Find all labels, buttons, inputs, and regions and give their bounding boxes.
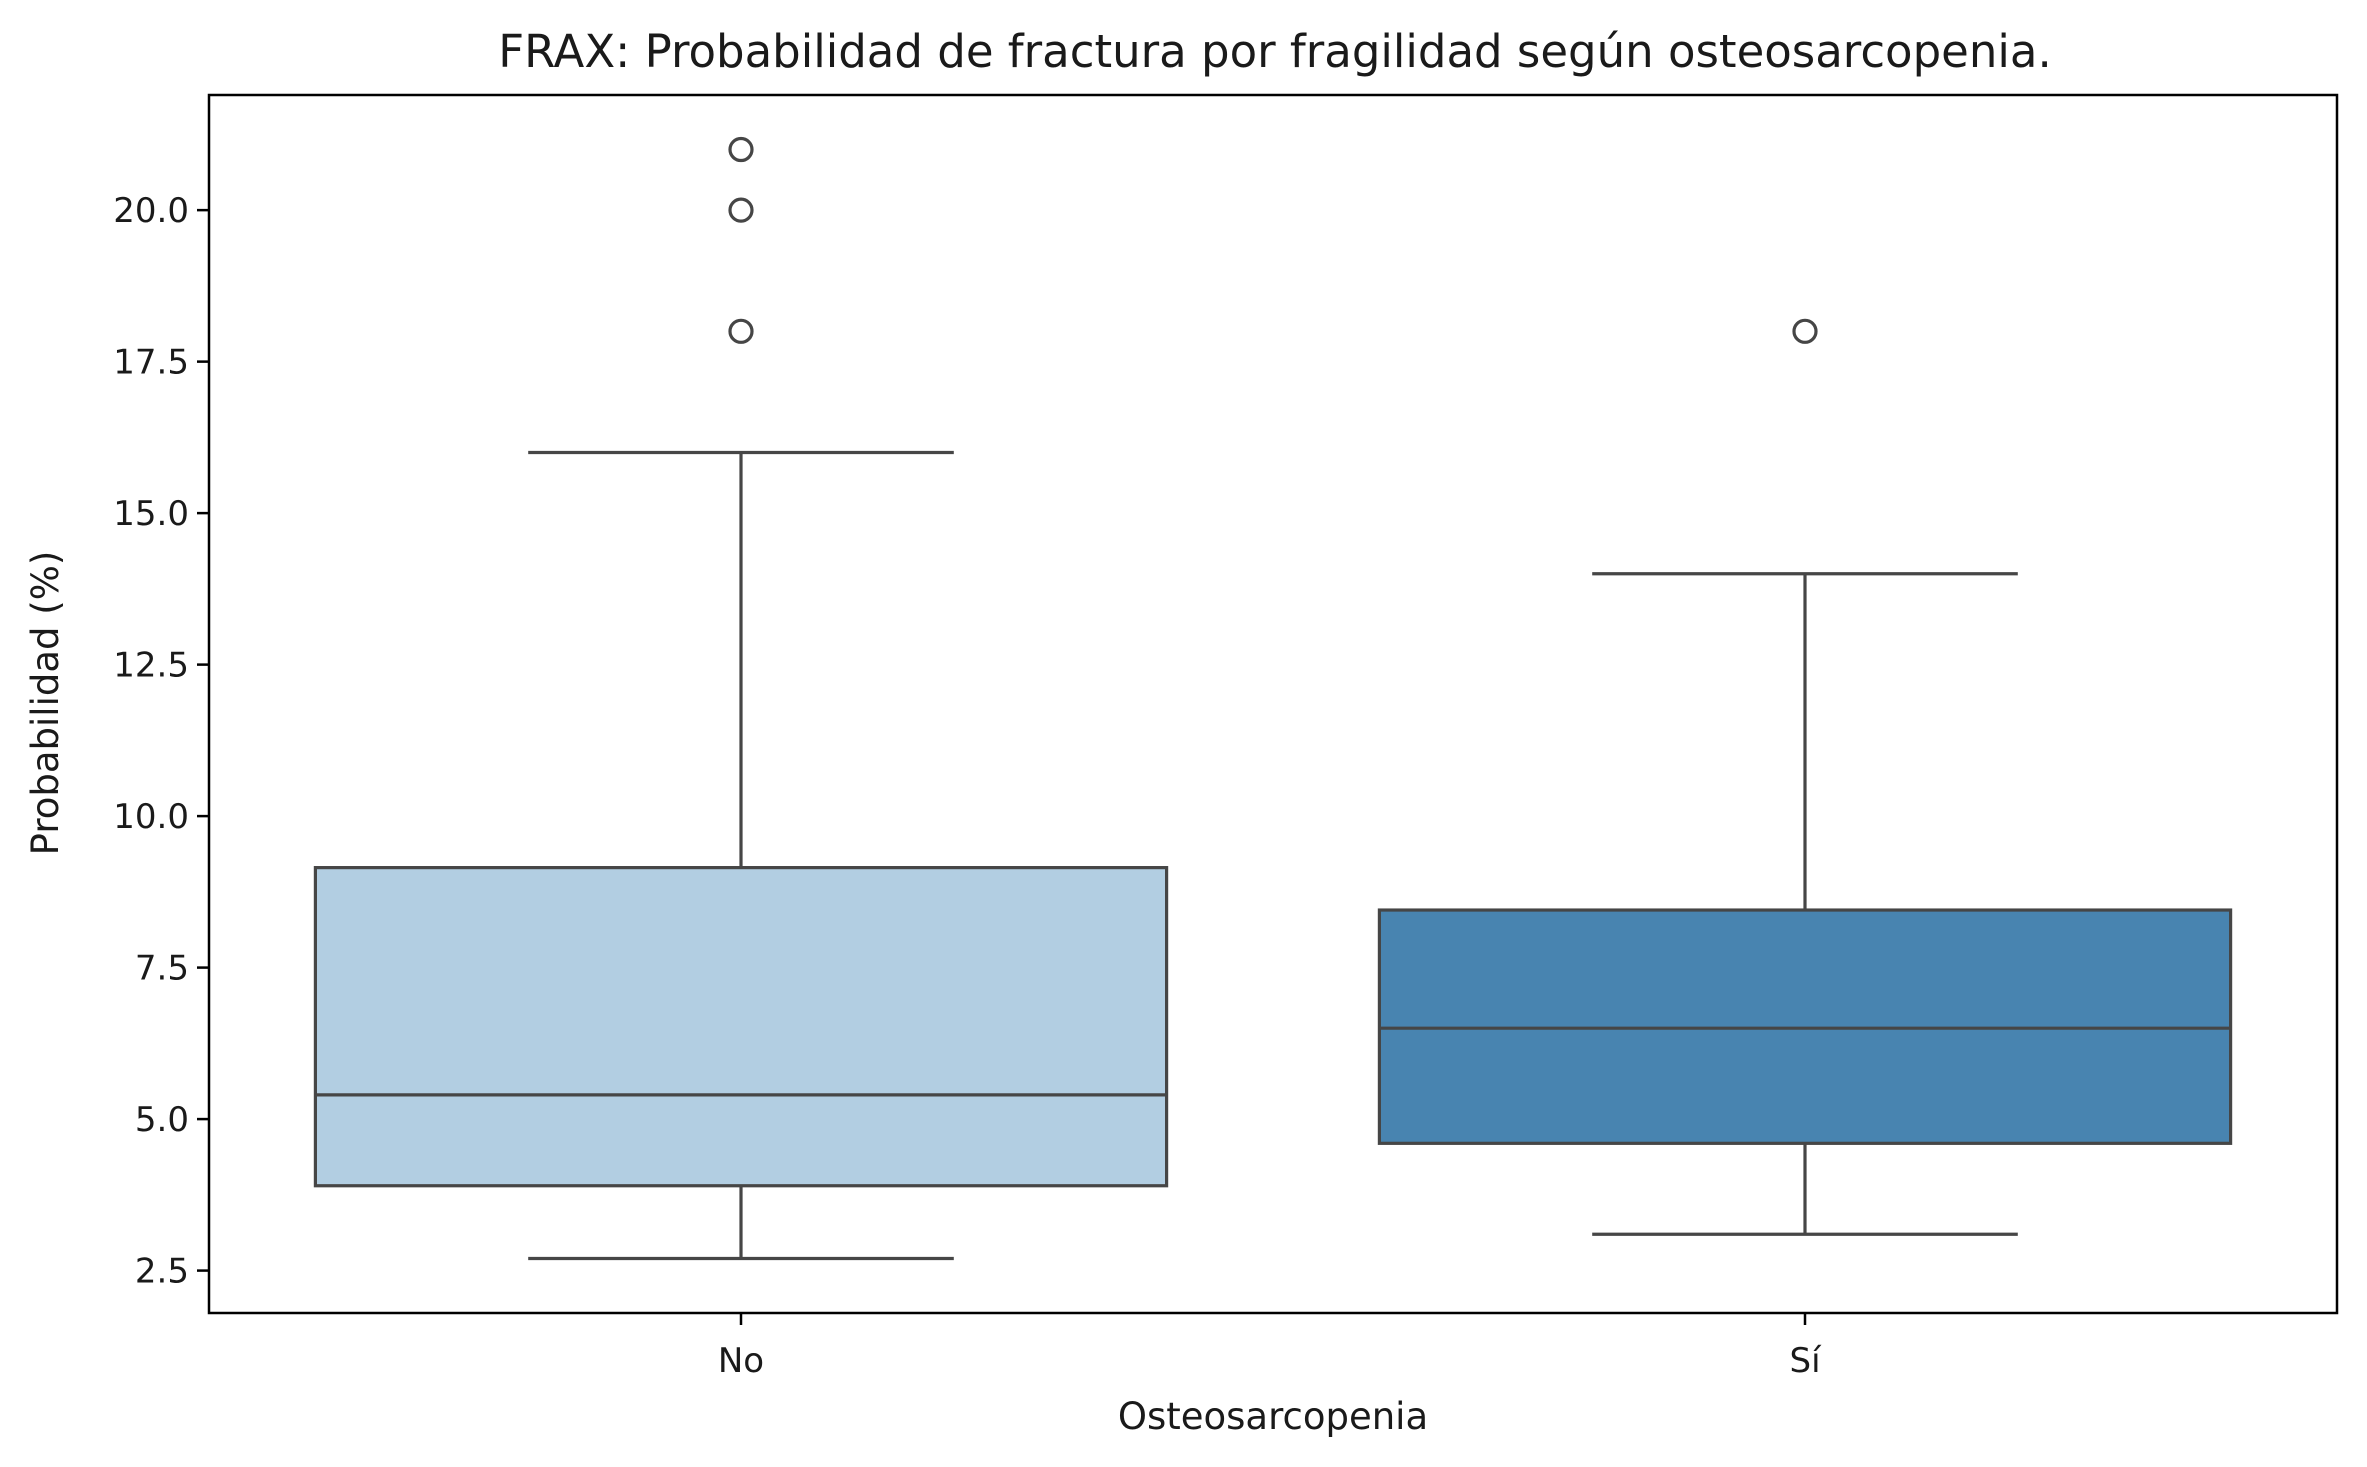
y-tick-label: 17.5 <box>113 343 189 383</box>
plot-frame <box>207 93 2339 1315</box>
x-tick-label: No <box>718 1341 764 1381</box>
x-axis-label: Osteosarcopenia <box>1118 1395 1428 1438</box>
y-axis-label: Probabilidad (%) <box>24 551 67 856</box>
x-tick-label: Sí <box>1789 1341 1822 1381</box>
outlier-point <box>1792 318 1818 344</box>
iqr-box <box>313 866 1169 1188</box>
y-tick-label: 7.5 <box>135 949 189 989</box>
outlier-point <box>728 197 754 223</box>
y-tick-label: 20.0 <box>113 191 189 231</box>
chart-title: FRAX: Probabilidad de fractura por fragi… <box>498 25 2052 78</box>
y-tick-label: 15.0 <box>113 494 189 534</box>
y-tick-label: 2.5 <box>135 1252 189 1292</box>
y-tick-label: 5.0 <box>135 1100 189 1140</box>
y-tick-label: 10.0 <box>113 797 189 837</box>
box-no <box>313 136 1169 1261</box>
y-axis: 2.5 5.0 7.5 10.0 12.5 15.0 17.5 20.0 <box>113 191 209 1292</box>
box-si <box>1377 318 2233 1236</box>
y-tick-label: 12.5 <box>113 646 189 686</box>
outlier-point <box>728 136 754 163</box>
plot-area <box>313 136 2233 1261</box>
x-axis: No Sí <box>718 1313 1822 1381</box>
outlier-point <box>728 318 754 344</box>
